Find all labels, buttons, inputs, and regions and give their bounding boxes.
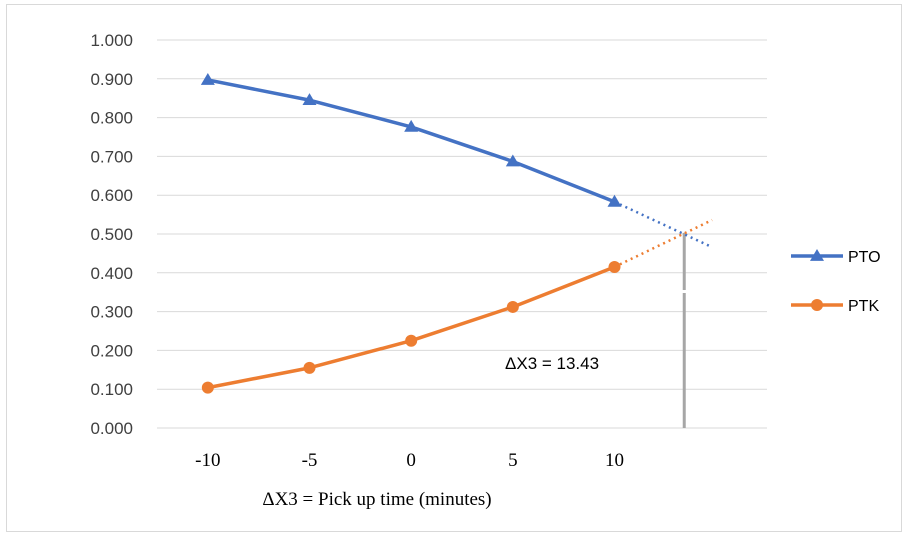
data-point	[303, 361, 316, 374]
legend-marker	[811, 299, 823, 311]
y-tick-label: 0.500	[90, 225, 133, 244]
trendline	[613, 200, 713, 249]
y-tick-label: 0.300	[90, 303, 133, 322]
data-point	[201, 381, 214, 394]
data-point	[506, 300, 519, 313]
y-tick-label: 1.000	[90, 31, 133, 50]
annotation-layer: ΔX3 = 13.43	[505, 232, 688, 428]
y-tick-label: 0.800	[90, 109, 133, 128]
y-tick-label: 0.000	[90, 419, 133, 438]
x-tick-label: 5	[508, 450, 518, 471]
data-point	[608, 260, 621, 273]
data-point	[505, 154, 520, 167]
series-line	[207, 78, 616, 204]
series-layer	[200, 72, 713, 394]
y-tick-label: 0.100	[90, 380, 133, 399]
data-point	[607, 194, 622, 207]
series-ptk	[201, 218, 713, 394]
annotation-line-gap	[681, 290, 688, 293]
data-point	[302, 93, 317, 106]
y-axis-ticks: 0.000 0.100 0.200 0.300 0.400 0.500 0.600 0.700…	[90, 31, 133, 438]
chart-frame: 0.000 0.100 0.200 0.300 0.400 0.500 0.600 0.700…	[6, 4, 902, 532]
x-tick-label: 0	[406, 450, 416, 471]
legend-marker	[810, 249, 824, 261]
line-chart: 0.000 0.100 0.200 0.300 0.400 0.500 0.600 0.700…	[90, 31, 881, 510]
annotation-text: ΔX3 = 13.43	[505, 354, 599, 373]
y-tick-label: 0.700	[90, 147, 133, 166]
series-pto	[200, 72, 713, 249]
legend-label: PTK	[848, 298, 879, 315]
legend-label: PTO	[848, 249, 881, 266]
legend-item-pto: PTO	[791, 249, 881, 266]
y-tick-label: 0.200	[90, 341, 133, 360]
grid	[157, 39, 767, 429]
data-point	[200, 72, 215, 85]
legend: PTO PTK	[791, 249, 881, 315]
data-point	[405, 334, 418, 347]
y-tick-label: 0.900	[90, 70, 133, 89]
y-tick-label: 0.400	[90, 264, 133, 283]
legend-item-ptk: PTK	[791, 298, 879, 315]
x-tick-label: 10	[605, 450, 624, 471]
x-axis-ticks: -10 -5 0 5 10	[195, 450, 624, 471]
y-tick-label: 0.600	[90, 186, 133, 205]
data-point	[404, 119, 419, 132]
x-axis-label: ΔX3 = Pick up time (minutes)	[262, 489, 491, 510]
x-tick-label: -10	[195, 450, 220, 471]
x-tick-label: -5	[302, 450, 318, 471]
trendline	[613, 218, 713, 269]
